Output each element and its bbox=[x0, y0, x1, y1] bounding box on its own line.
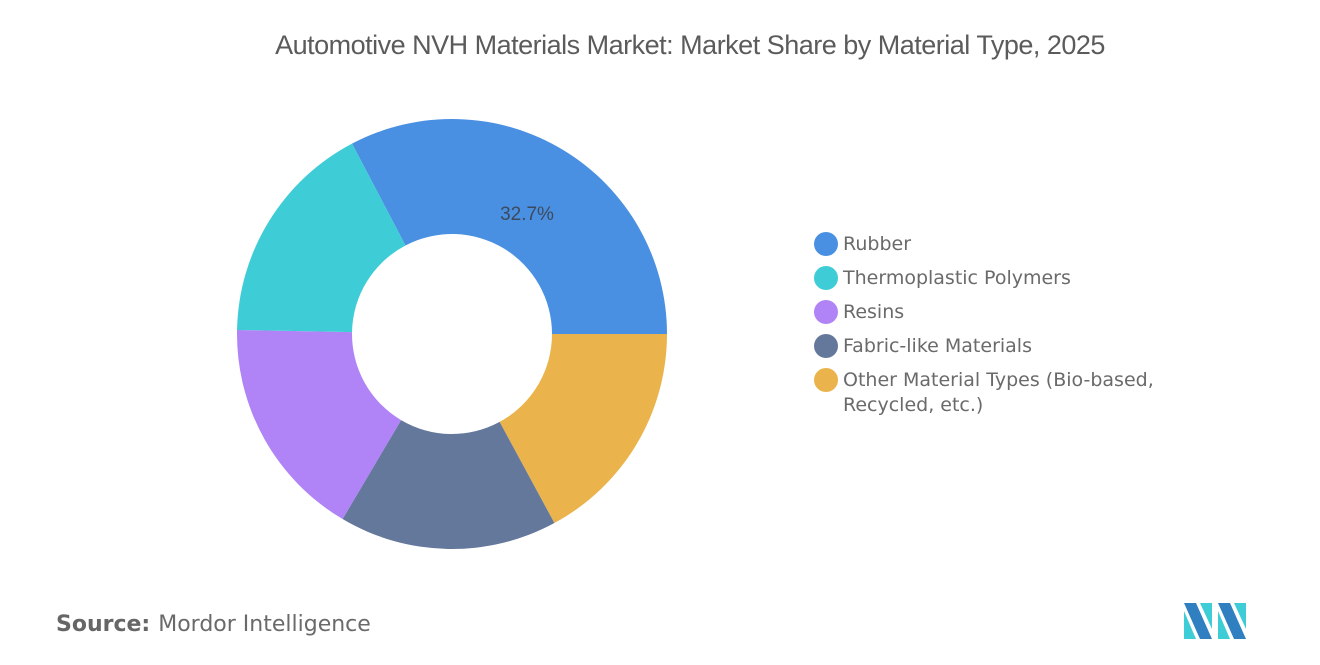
donut-slice-rubber bbox=[351, 118, 667, 334]
legend-label: Resins bbox=[843, 301, 905, 323]
legend-swatch-icon bbox=[814, 266, 838, 290]
source-label: Source: bbox=[56, 612, 151, 637]
data-label-rubber: 32.7% bbox=[500, 204, 554, 225]
mordor-intelligence-logo-icon bbox=[1184, 603, 1246, 639]
donut-slice-resins bbox=[236, 329, 402, 520]
legend-label: Fabric-like Materials bbox=[843, 335, 1032, 357]
legend-label: Rubber bbox=[843, 233, 912, 255]
source-value: Mordor Intelligence bbox=[158, 612, 371, 637]
legend-swatch-icon bbox=[814, 334, 838, 358]
legend-item-fabric-like-materials: Fabric-like Materials bbox=[814, 334, 1173, 359]
donut-slice-thermoplastic bbox=[237, 143, 406, 333]
legend-label: Other Material Types (Bio-based, Recycle… bbox=[843, 369, 1154, 416]
legend-item-resins: Resins bbox=[814, 300, 1173, 325]
source-note: Source: Mordor Intelligence bbox=[56, 612, 371, 637]
legend-item-rubber: Rubber bbox=[814, 232, 1173, 257]
legend-swatch-icon bbox=[814, 232, 838, 256]
donut-slice-fabric-like bbox=[342, 420, 555, 549]
legend-swatch-icon bbox=[814, 300, 838, 324]
chart-title: Automotive NVH Materials Market: Market … bbox=[275, 30, 1105, 60]
legend-item-other-material-types: Other Material Types (Bio-based, Recycle… bbox=[814, 368, 1173, 418]
legend-label: Thermoplastic Polymers bbox=[843, 267, 1071, 289]
legend-item-thermoplastic-polymers: Thermoplastic Polymers bbox=[814, 266, 1173, 291]
donut-slice-other bbox=[499, 334, 667, 524]
chart-legend: Rubber Thermoplastic Polymers Resins Fab… bbox=[814, 232, 1173, 427]
legend-swatch-icon bbox=[814, 368, 838, 392]
